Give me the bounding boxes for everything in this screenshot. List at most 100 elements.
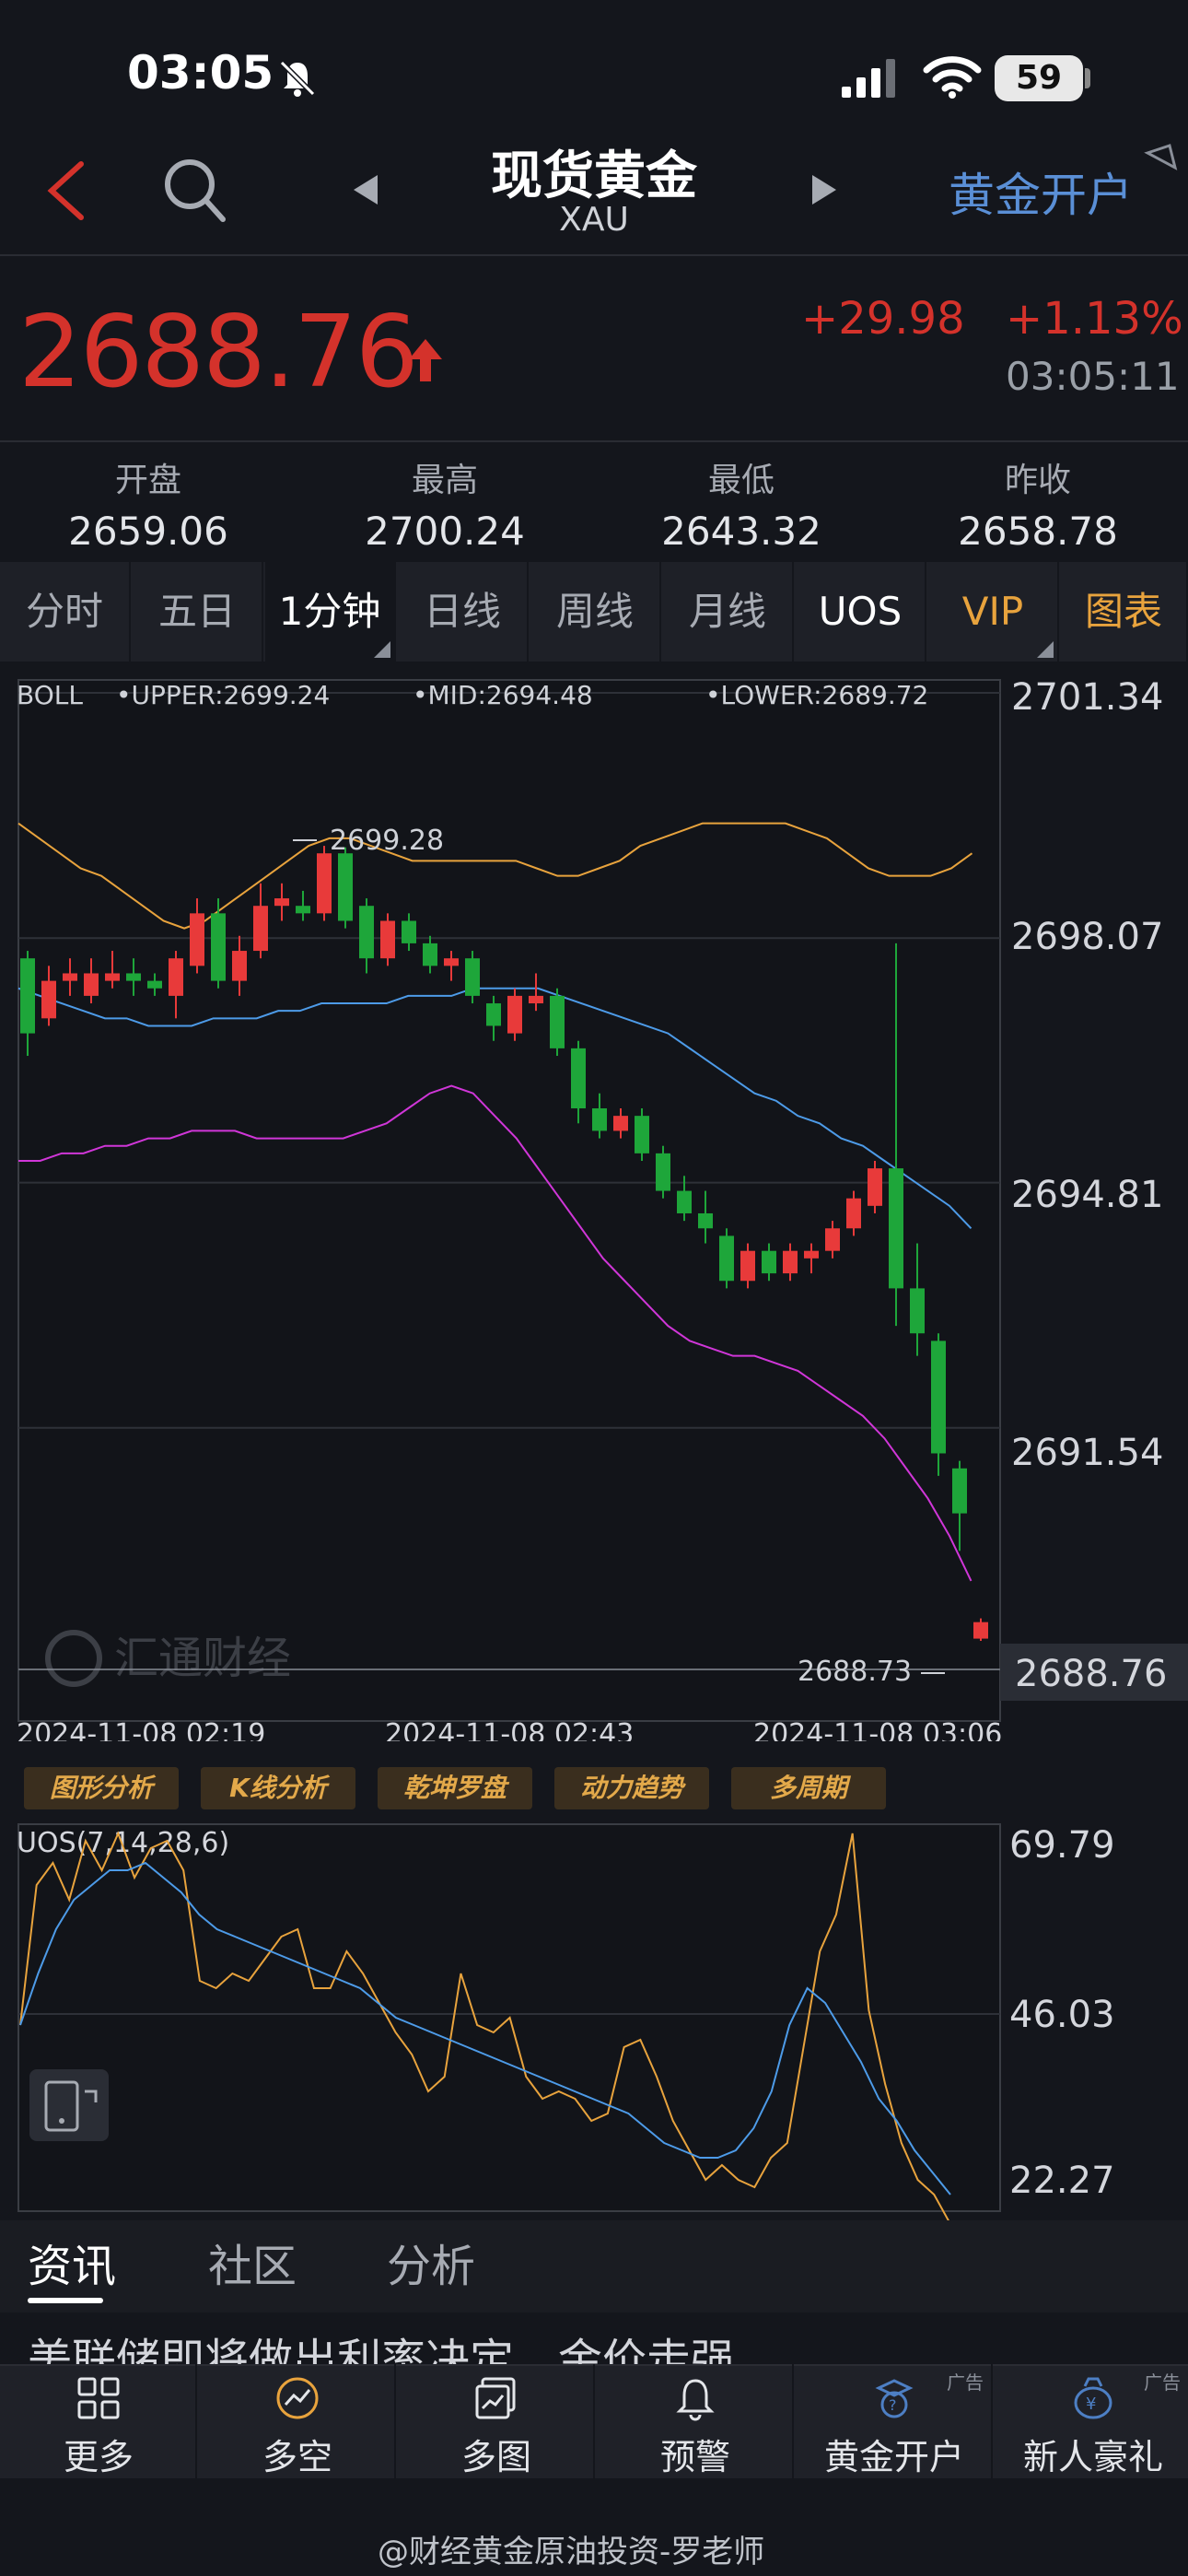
tab-uos[interactable]: UOS (796, 562, 926, 662)
page-title: 现货黄金 (491, 146, 697, 206)
candle-body (41, 980, 56, 1019)
high-marker: 2699.28 (330, 825, 444, 857)
boll-lower-line (18, 1084, 973, 1582)
svg-text:?: ? (889, 2396, 897, 2414)
stat-value: 2700.24 (365, 509, 525, 554)
tool-graphic-analysis[interactable]: 图形分析 (24, 1767, 179, 1809)
x-label: 2024-11-08 03:06 (753, 1718, 1002, 1741)
nav-more[interactable]: 更多 (0, 2364, 197, 2478)
candle-body (444, 958, 459, 966)
nav-label: 预警 (659, 2437, 730, 2477)
candle-body (889, 1168, 903, 1289)
candle-body (190, 913, 204, 966)
candle-body (656, 1153, 670, 1191)
period-tab-bar (0, 562, 1188, 662)
price-change-percent: +1.13% (1006, 293, 1183, 345)
gold-account-icon: ? (875, 2379, 914, 2418)
candle-body (613, 1116, 628, 1131)
candle-body (338, 853, 353, 921)
candle-body (423, 943, 437, 966)
boll-upper-line (17, 822, 973, 930)
tab-five-day[interactable]: 五日 (133, 562, 263, 662)
candle-body (677, 1190, 692, 1213)
search-icon[interactable] (160, 155, 227, 223)
nav-multi-chart[interactable]: 多图 (398, 2364, 595, 2478)
uos-chart[interactable]: UOS(7,14,28,6) 69.79 46.03 22.27 (0, 1815, 1188, 2220)
stat-label: 开盘 (114, 462, 181, 499)
stat-high: 最高 2700.24 (297, 453, 593, 554)
current-price-tag-text: 2688.76 (1015, 1653, 1167, 1695)
stat-label: 最低 (707, 462, 775, 499)
next-symbol-icon[interactable] (810, 173, 838, 206)
tab-monthly[interactable]: 月线 (663, 562, 794, 662)
tool-multi-period[interactable]: 多周期 (731, 1767, 886, 1809)
wifi-icon (923, 56, 982, 99)
nav-alert[interactable]: 预警 (597, 2364, 794, 2478)
tab-1min[interactable]: 1分钟 (265, 562, 396, 662)
open-account-link[interactable]: 黄金开户 (949, 169, 1133, 222)
tab-intraday[interactable]: 分时 (0, 562, 131, 662)
candle-body (825, 1228, 840, 1251)
tool-momentum-trend[interactable]: 动力趋势 (554, 1767, 709, 1809)
candle-body (359, 906, 374, 959)
nav-label: 更多 (63, 2437, 134, 2477)
candle-body (719, 1235, 734, 1282)
nav-gold-account[interactable]: 广告 ? 黄金开户 (796, 2364, 993, 2478)
prev-symbol-icon[interactable] (352, 173, 379, 206)
uos-y-label: 22.27 (1009, 2160, 1115, 2202)
candle-body (973, 1622, 988, 1639)
boll-lines (17, 822, 973, 1582)
rotate-screen-button[interactable] (29, 2069, 109, 2141)
trend-icon (276, 2377, 319, 2419)
candle-body (274, 898, 289, 907)
tab-daily[interactable]: 日线 (398, 562, 529, 662)
svg-text:¥: ¥ (1086, 2395, 1096, 2414)
candle-body (296, 906, 310, 914)
stat-open: 开盘 2659.06 (0, 453, 297, 554)
price-change: +29.98 (801, 293, 965, 345)
stat-low: 最低 2643.32 (593, 453, 890, 554)
tab-weekly[interactable]: 周线 (530, 562, 661, 662)
tab-news[interactable]: 资讯 (28, 2241, 117, 2292)
uos-y-label: 46.03 (1009, 1994, 1115, 2036)
dropdown-corner-icon (374, 641, 390, 658)
battery-tip (1085, 68, 1090, 88)
candle-body (380, 920, 395, 959)
boll-upper-label: •UPPER:2699.24 (116, 680, 330, 710)
stat-prev-close: 昨收 2658.78 (890, 453, 1186, 554)
nav-new-user-gift[interactable]: 广告 ¥ 新人豪礼 (995, 2364, 1188, 2478)
candle-body (952, 1468, 967, 1514)
candle-body (698, 1212, 713, 1229)
back-arrow-icon[interactable] (44, 158, 90, 223)
candle-body (63, 973, 77, 981)
stat-value: 2658.78 (958, 509, 1118, 554)
candle-body (571, 1048, 586, 1109)
x-label: 2024-11-08 02:43 (385, 1718, 634, 1741)
candlestick-chart[interactable]: BOLL •UPPER:2699.24 •MID:2694.48 •LOWER:… (0, 663, 1188, 1741)
current-price: 2688.76 (18, 295, 419, 410)
candle-body (232, 951, 247, 981)
uos-label: UOS(7,14,28,6) (17, 1827, 229, 1859)
candle-body (783, 1250, 798, 1274)
tab-community[interactable]: 社区 (208, 2241, 297, 2292)
nav-label: 多空 (262, 2437, 332, 2477)
tab-analysis[interactable]: 分析 (387, 2241, 476, 2292)
boll-mid-label: •MID:2694.48 (413, 680, 593, 710)
nav-long-short[interactable]: 多空 (199, 2364, 396, 2478)
candle-body (126, 973, 141, 981)
tool-qiankun-compass[interactable]: 乾坤罗盘 (378, 1767, 532, 1809)
tab-chart-settings[interactable]: 图表 (1061, 562, 1188, 662)
uos-lines (19, 1831, 951, 2220)
candle-body (529, 995, 543, 1004)
signal-icon (842, 59, 895, 98)
active-tab-indicator (28, 2298, 103, 2303)
candle-body (253, 906, 268, 952)
nav-label: 黄金开户 (823, 2437, 964, 2477)
tool-kline-analysis[interactable]: K线分析 (201, 1767, 355, 1809)
stat-label: 最高 (411, 462, 478, 499)
boll-label: BOLL (17, 680, 83, 710)
candle-body (846, 1198, 861, 1229)
tab-vip[interactable]: VIP (928, 562, 1059, 662)
status-time: 03:05 (127, 46, 274, 100)
candle-body (20, 958, 35, 1034)
